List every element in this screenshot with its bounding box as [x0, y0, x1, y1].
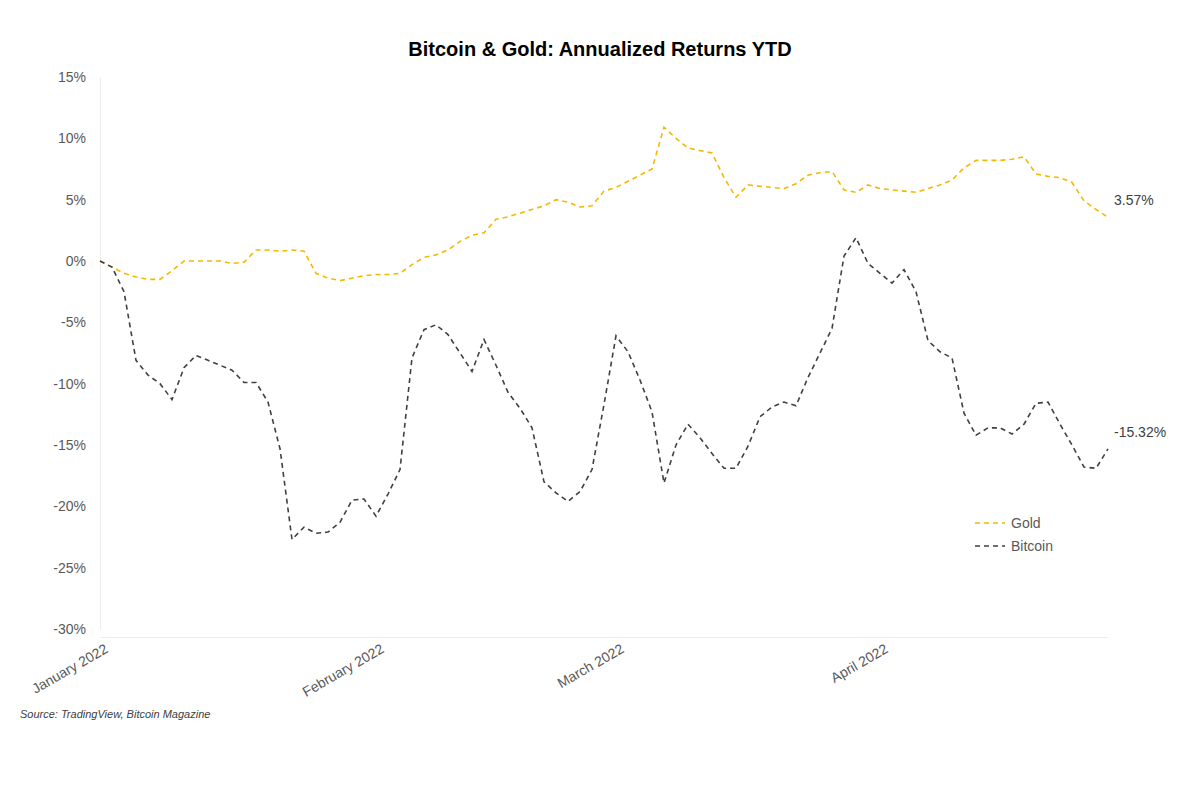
y-tick-label: -30% [53, 621, 86, 637]
y-tick-label: 10% [58, 130, 86, 146]
x-tick-label: April 2022 [828, 640, 891, 685]
legend: Gold Bitcoin [975, 515, 1053, 554]
legend-swatch [975, 545, 1005, 547]
x-tick: April 2022 [828, 637, 891, 686]
title: Bitcoin & Gold: Annualized Returns YTD [408, 38, 791, 60]
x-tick: January 2022 [29, 637, 111, 697]
series-line [100, 127, 1108, 280]
annotation: -15.32% [1114, 424, 1166, 440]
legend-label: Gold [1011, 515, 1041, 531]
y-tick: 0% [66, 253, 100, 269]
y-tick: -25% [53, 560, 100, 576]
x-tick-label: January 2022 [29, 640, 111, 696]
chart: Bitcoin & Gold: Annualized Returns YTD -3… [0, 0, 1200, 785]
y-tick-label: -20% [53, 498, 86, 514]
background [0, 0, 1200, 785]
y-tick: 10% [58, 130, 100, 146]
y-tick: -20% [53, 498, 100, 514]
y-tick-label: 15% [58, 69, 86, 85]
y-tick-label: 0% [66, 253, 86, 269]
y-tick-label: 5% [66, 192, 86, 208]
annotation: 3.57% [1114, 192, 1154, 208]
y-tick: 5% [66, 192, 100, 208]
y-tick: -5% [61, 314, 100, 330]
y-tick-label: -25% [53, 560, 86, 576]
y-tick: -10% [53, 376, 100, 392]
y-tick-label: -10% [53, 376, 86, 392]
legend-label: Bitcoin [1011, 538, 1053, 554]
y-axis-line [100, 78, 101, 630]
x-tick: March 2022 [554, 637, 626, 691]
y-tick: -30% [53, 621, 100, 637]
series-line [100, 238, 1108, 540]
legend-swatch [975, 522, 1005, 524]
y-axis: -30% -25% -20% -15% -10% -5% 0% 5% 10% 15% [53, 69, 100, 637]
y-tick-label: -5% [61, 314, 86, 330]
x-axis-line [101, 637, 1109, 638]
source-note: Source: TradingView, Bitcoin Magazine [20, 708, 210, 720]
x-axis: January 2022 February 2022 March 2022 April… [29, 637, 1109, 700]
plot-area [100, 127, 1108, 539]
x-tick-label: March 2022 [554, 640, 626, 691]
y-tick-label: -15% [53, 437, 86, 453]
y-tick: -15% [53, 437, 100, 453]
x-tick-label: February 2022 [300, 640, 387, 699]
x-tick: February 2022 [300, 637, 387, 700]
y-tick: 15% [58, 69, 100, 85]
